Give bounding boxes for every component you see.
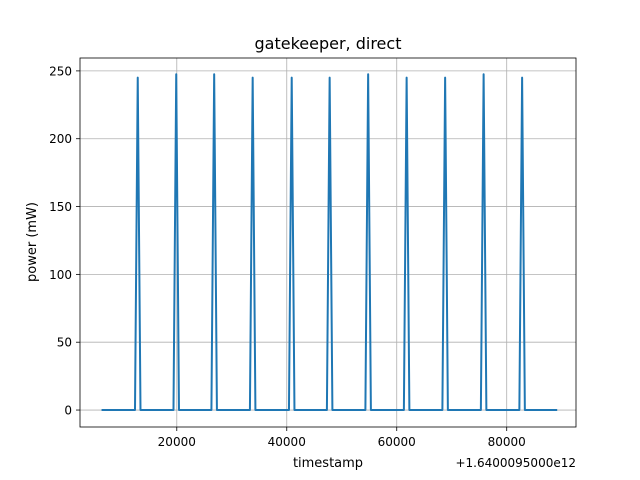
x-axis-label: timestamp [293,456,363,471]
axes-frame [79,57,577,428]
x-axis-offset-label: +1.6400095000e12 [455,456,576,470]
y-tick-label: 0 [64,404,72,418]
power-series-line [101,73,558,412]
x-tick-label: 20000 [158,435,196,449]
y-tick-label: 100 [49,268,72,282]
x-tick-label: 40000 [268,435,306,449]
chart-title: gatekeeper, direct [255,34,402,53]
y-axis-label: power (mW) [25,202,40,282]
axis-ticks: 20000 40000 60000 80000 0 50 100 150 200 250 [49,64,526,449]
series-layer [101,73,558,412]
y-tick-label: 150 [49,200,72,214]
x-tick-label: 60000 [378,435,416,449]
x-tick-label: 80000 [488,435,526,449]
y-tick-label: 200 [49,132,72,146]
y-tick-label: 50 [57,336,72,350]
y-tick-label: 250 [49,64,72,78]
